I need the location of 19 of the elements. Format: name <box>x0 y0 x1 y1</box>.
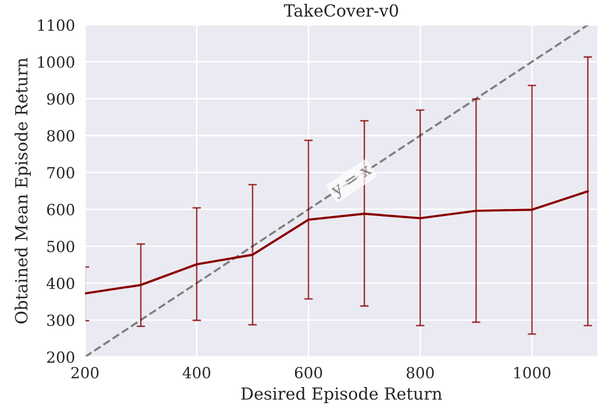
y-axis-title: Obtained Mean Episode Return <box>14 58 31 324</box>
x-tick-label: 200 <box>71 366 99 378</box>
y-tick-label: 1100 <box>38 19 74 31</box>
x-tick-label: 1000 <box>514 366 550 378</box>
y-tick-label: 500 <box>47 240 74 252</box>
y-tick-label: 200 <box>47 351 74 363</box>
x-tick-label: 800 <box>406 366 434 378</box>
y-tick-label: 400 <box>46 278 74 290</box>
x-tick-label: 600 <box>294 366 322 378</box>
y-tick-label: 300 <box>47 314 74 326</box>
y-tick-label: 600 <box>47 204 74 216</box>
x-axis-title: Desired Episode Return <box>241 386 442 404</box>
y-tick-label: 1000 <box>38 56 74 68</box>
y-tick-label: 800 <box>47 130 74 142</box>
x-tick-label: 400 <box>182 366 210 378</box>
y-tick-label: 700 <box>47 166 74 178</box>
y-tick-label: 900 <box>47 93 74 105</box>
chart-title: TakeCover-v0 <box>284 4 398 17</box>
text: y = x <box>331 165 374 200</box>
